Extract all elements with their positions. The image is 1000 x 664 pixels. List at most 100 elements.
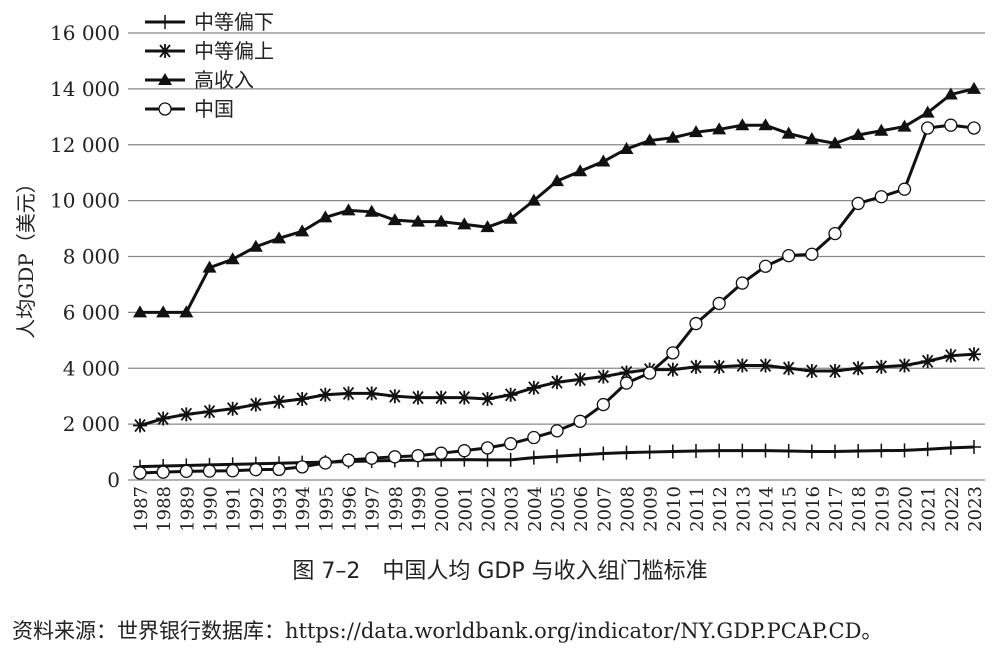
y-tick-label: 4 000 (63, 356, 120, 380)
y-tick-label: 14 000 (50, 77, 120, 101)
plus-marker (781, 443, 796, 458)
plus-marker (596, 446, 611, 461)
triangle-marker (550, 174, 564, 187)
x-tick-label: 2016 (803, 486, 824, 532)
triangle-marker (156, 305, 171, 318)
x-tick-label: 2005 (548, 486, 569, 532)
circle-marker (550, 424, 564, 438)
circle-marker (643, 366, 657, 380)
asterisk-marker (897, 358, 912, 373)
legend-item: 高收入 (145, 68, 254, 92)
triangle-marker (411, 214, 425, 227)
circle-marker (179, 464, 193, 478)
circle-marker (318, 456, 332, 470)
asterisk-marker (156, 411, 171, 426)
x-tick-label: 1994 (293, 486, 314, 532)
plus-marker (735, 443, 750, 458)
x-tick-label: 2015 (780, 486, 801, 532)
x-tick-label: 2023 (965, 486, 986, 532)
plus-marker (874, 443, 889, 458)
triangle-marker (689, 125, 703, 138)
x-tick-label: 2000 (432, 486, 453, 532)
triangle-marker (943, 87, 958, 100)
circle-marker (944, 118, 958, 132)
triangle-marker (642, 133, 657, 146)
x-tick-label: 2003 (502, 486, 523, 532)
x-tick-label: 2007 (594, 486, 615, 532)
asterisk-marker (804, 364, 819, 379)
plus-marker (526, 450, 541, 465)
triangle-marker (828, 136, 842, 149)
triangle-marker (897, 119, 912, 132)
x-tick-label: 1995 (316, 486, 337, 532)
asterisk-marker (503, 387, 518, 402)
triangle-marker (133, 305, 147, 318)
triangle-marker (434, 214, 449, 227)
triangle-marker (851, 127, 866, 140)
circle-marker (596, 397, 610, 412)
circle-marker (619, 376, 634, 390)
x-tick-label: 2018 (849, 486, 870, 532)
x-tick-label: 1999 (409, 486, 430, 532)
triangle-marker (735, 118, 750, 131)
y-tick-label: 2 000 (63, 412, 120, 436)
x-tick-label: 1997 (363, 486, 384, 532)
figure-caption: 图 7–2 中国人均 GDP 与收入组门槛标准 (292, 559, 708, 584)
asterisk-marker (596, 369, 611, 384)
circle-marker (411, 449, 425, 463)
x-tick-label: 1987 (131, 486, 152, 532)
plus-marker (573, 447, 588, 462)
asterisk-marker (874, 359, 889, 374)
triangle-marker (202, 260, 217, 273)
x-tick-label: 2004 (525, 486, 546, 532)
asterisk-marker (665, 362, 680, 377)
source-note: 资料来源：世界银行数据库：https://data.worldbank.org/… (12, 619, 883, 643)
circle-marker (226, 464, 240, 478)
asterisk-marker (689, 359, 703, 374)
x-tick-label: 2002 (479, 486, 500, 532)
circle-marker (666, 346, 680, 360)
plus-marker (619, 445, 634, 460)
asterisk-marker (295, 391, 310, 406)
asterisk-marker (758, 358, 773, 373)
plus-marker (642, 445, 657, 460)
asterisk-marker (526, 380, 541, 395)
circle-marker (388, 450, 402, 464)
x-tick-label: 2012 (710, 486, 731, 532)
asterisk-marker (387, 389, 402, 404)
triangle-marker (967, 81, 981, 94)
plus-marker (758, 443, 773, 458)
circle-marker (874, 190, 888, 204)
x-tick-label: 2022 (942, 486, 963, 532)
plus-marker (804, 444, 819, 459)
circle-marker (527, 430, 541, 445)
triangle-marker (596, 154, 611, 167)
legend-item: 中等偏上 (145, 39, 274, 63)
circle-marker (758, 259, 773, 273)
x-tick-label: 2017 (826, 486, 847, 532)
triangle-marker (318, 210, 333, 223)
circle-marker (573, 414, 587, 428)
x-tick-label: 2020 (896, 486, 917, 532)
triangle-marker (920, 105, 935, 118)
triangle-marker (225, 252, 240, 265)
plus-marker (967, 440, 981, 455)
asterisk-marker (158, 44, 172, 58)
circle-marker (295, 460, 309, 474)
circle-marker (805, 247, 819, 261)
series-circle (133, 118, 981, 480)
plus-marker (689, 443, 703, 458)
asterisk-marker (967, 347, 981, 362)
asterisk-marker (573, 372, 588, 387)
triangle-marker (781, 126, 796, 139)
x-tick-label: 2011 (687, 486, 708, 532)
legend-label: 中国 (194, 97, 234, 121)
circle-marker (689, 316, 703, 331)
plus-marker (828, 444, 842, 459)
circle-marker (202, 464, 217, 478)
x-tick-label: 2021 (919, 486, 940, 532)
x-tick-label: 1989 (177, 486, 198, 532)
circle-marker (782, 249, 796, 263)
asterisk-marker (318, 387, 333, 402)
asterisk-marker (133, 418, 147, 433)
